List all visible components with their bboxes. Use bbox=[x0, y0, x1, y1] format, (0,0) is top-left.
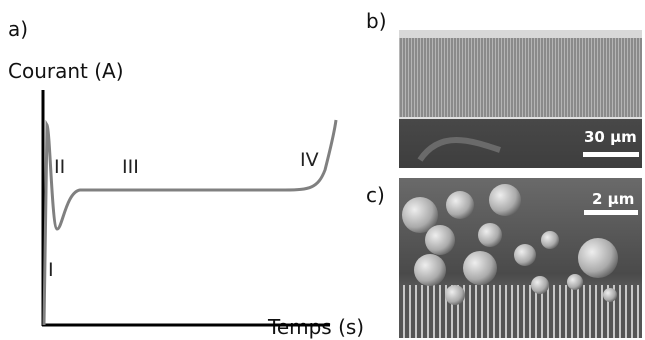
scale-bar-label: 2 µm bbox=[592, 190, 634, 208]
scale-bar bbox=[584, 210, 638, 215]
region-label: I bbox=[48, 259, 54, 281]
region-label: III bbox=[122, 156, 139, 178]
panel-label: c) bbox=[366, 183, 385, 207]
region-label: II bbox=[54, 156, 65, 178]
y-axis-label: Courant (A) bbox=[8, 59, 124, 83]
panel-label: a) bbox=[8, 17, 28, 41]
sem-image bbox=[399, 178, 642, 338]
scale-bar bbox=[583, 152, 639, 157]
scale-bar-label: 30 µm bbox=[584, 128, 637, 146]
current-curve bbox=[42, 119, 338, 326]
x-axis-label: Temps (s) bbox=[267, 315, 364, 339]
panel-label: b) bbox=[366, 9, 387, 33]
sem-image bbox=[399, 30, 642, 168]
region-label: IV bbox=[300, 149, 319, 171]
